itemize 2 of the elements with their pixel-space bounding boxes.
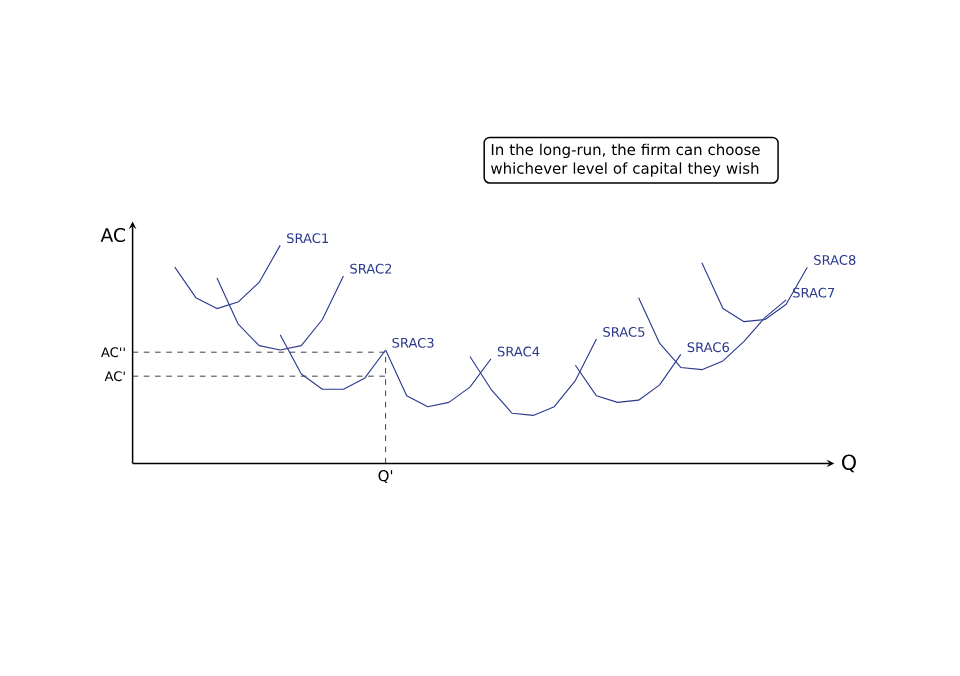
y-axis-title: AC: [100, 228, 126, 243]
x-axis-title: Q: [842, 454, 856, 473]
